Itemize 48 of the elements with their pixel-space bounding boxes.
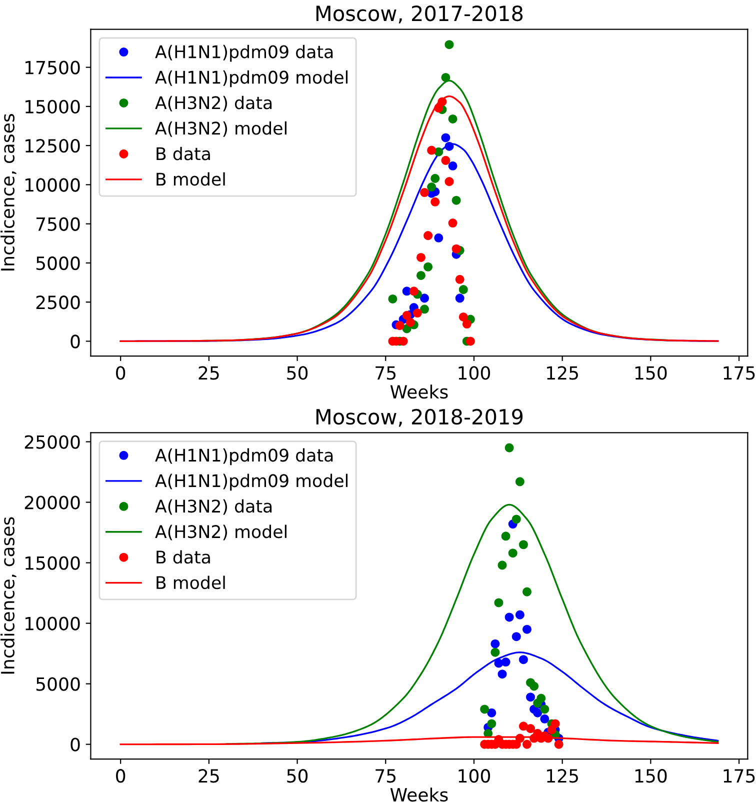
y-tick-label: 20000 — [24, 496, 80, 510]
y-axis-title: Incdicence, cases — [0, 517, 16, 674]
y-tick-label: 0 — [70, 334, 80, 348]
x-tick-label: 75 — [376, 769, 396, 783]
x-tick-label: 0 — [116, 366, 126, 380]
y-tick-label: 15000 — [26, 100, 80, 114]
y-tick-label: 10000 — [26, 616, 80, 630]
x-tick-label: 150 — [635, 769, 667, 783]
y-tick-label: 15000 — [26, 556, 80, 570]
chart-title: Moscow, 2017-2018 — [316, 5, 523, 24]
legend-label: A(H1N1)pdm09 model — [155, 474, 348, 491]
x-axis-title: Weeks — [390, 384, 448, 399]
x-tick-label: 125 — [547, 769, 578, 783]
y-tick-label: 17500 — [26, 60, 80, 74]
chart-title: Moscow, 2018-2019 — [316, 408, 523, 427]
legend-label: B model — [156, 172, 225, 186]
x-tick-label: 25 — [198, 769, 219, 783]
x-tick-label: 50 — [287, 769, 308, 783]
legend-label: A(H1N1)pdm09 data — [155, 44, 333, 62]
y-tick-label: 5000 — [36, 256, 80, 270]
x-axis-title: Weeks — [390, 788, 448, 802]
y-tick-label: 10000 — [26, 178, 80, 192]
y-tick-label: 7500 — [36, 217, 80, 231]
x-tick-label: 175 — [724, 366, 755, 380]
x-tick-label: 125 — [547, 366, 578, 380]
legend-label: A(H3N2) data — [155, 499, 272, 515]
legend-label: B data — [156, 146, 210, 160]
y-tick-label: 2500 — [36, 296, 80, 310]
y-tick-label: 12500 — [26, 139, 80, 153]
legend-label: A(H3N2) model — [155, 524, 286, 540]
x-tick-label: 150 — [635, 366, 667, 380]
legend-label: B model — [156, 576, 225, 590]
legend-label: A(H1N1)pdm09 model — [155, 70, 348, 88]
x-tick-label: 75 — [376, 366, 396, 380]
legend-label: A(H1N1)pdm09 data — [155, 448, 333, 466]
x-tick-label: 0 — [116, 769, 126, 783]
x-tick-label: 100 — [458, 366, 490, 380]
y-axis-title: Incdicence, cases — [0, 114, 16, 270]
x-tick-label: 25 — [198, 366, 219, 380]
x-tick-label: 50 — [287, 366, 308, 380]
legend-label: B data — [156, 550, 210, 564]
y-tick-label: 25000 — [24, 435, 80, 449]
y-tick-label: 0 — [70, 738, 80, 752]
x-tick-label: 100 — [458, 769, 490, 783]
legend-label: A(H3N2) data — [155, 96, 272, 112]
y-tick-label: 5000 — [36, 677, 80, 691]
x-tick-label: 175 — [724, 769, 755, 783]
legend-label: A(H3N2) model — [155, 121, 286, 137]
